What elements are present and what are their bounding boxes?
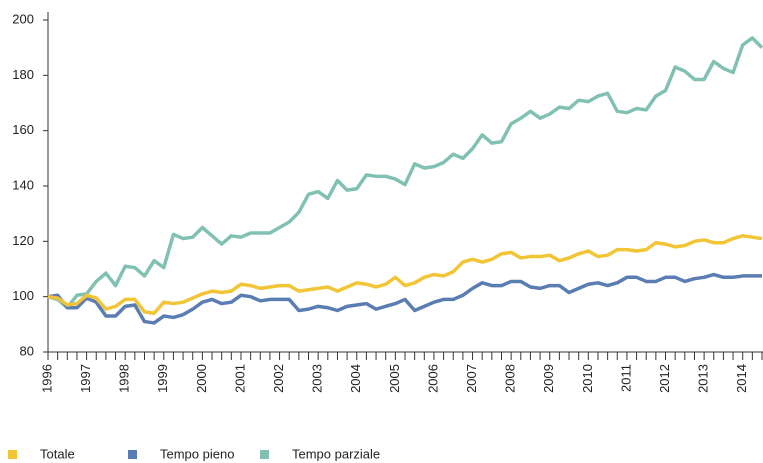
legend-swatch [260,450,269,459]
legend-item: Tempo pieno [128,446,234,461]
legend-item: Totale [8,446,75,461]
x-tick-label: 2010 [580,364,595,393]
legend-label: Tempo parziale [292,446,380,461]
legend-swatch [128,450,137,459]
x-tick-label: 2007 [464,364,479,393]
x-tick-label: 2000 [194,364,209,393]
y-tick-label: 120 [12,233,34,248]
x-tick-label: 2009 [541,364,556,393]
x-tick-label: 2012 [657,364,672,393]
legend-label: Tempo pieno [160,446,234,461]
series-line [47,272,762,325]
x-tick-label: 2004 [348,364,363,393]
x-tick-label: 2008 [503,364,518,393]
x-tick-label: 1996 [39,364,54,393]
y-tick-label: 160 [12,122,34,137]
y-tick-label: 100 [12,288,34,303]
x-tick-label: 2001 [232,364,247,393]
series-line [47,234,763,316]
x-tick-label: 2003 [310,364,325,393]
legend-label: Totale [40,446,75,461]
x-tick-label: 2006 [425,364,440,393]
x-tick-label: 1998 [117,364,132,393]
x-tick-label: 2005 [387,364,402,393]
x-tick-label: 2011 [618,364,633,392]
x-tick-label: 1999 [155,364,170,393]
x-tick-label: 2014 [734,364,749,393]
x-tick-label: 2013 [696,364,711,393]
legend-item: Tempo parziale [260,446,380,461]
y-tick-label: 180 [12,67,34,82]
y-tick-label: 80 [20,343,34,358]
series-line [47,36,763,310]
x-tick-label: 2002 [271,364,286,393]
y-tick-label: 140 [12,177,34,192]
legend-swatch [8,450,17,459]
y-tick-label: 200 [12,11,34,26]
x-tick-label: 1997 [78,364,93,393]
